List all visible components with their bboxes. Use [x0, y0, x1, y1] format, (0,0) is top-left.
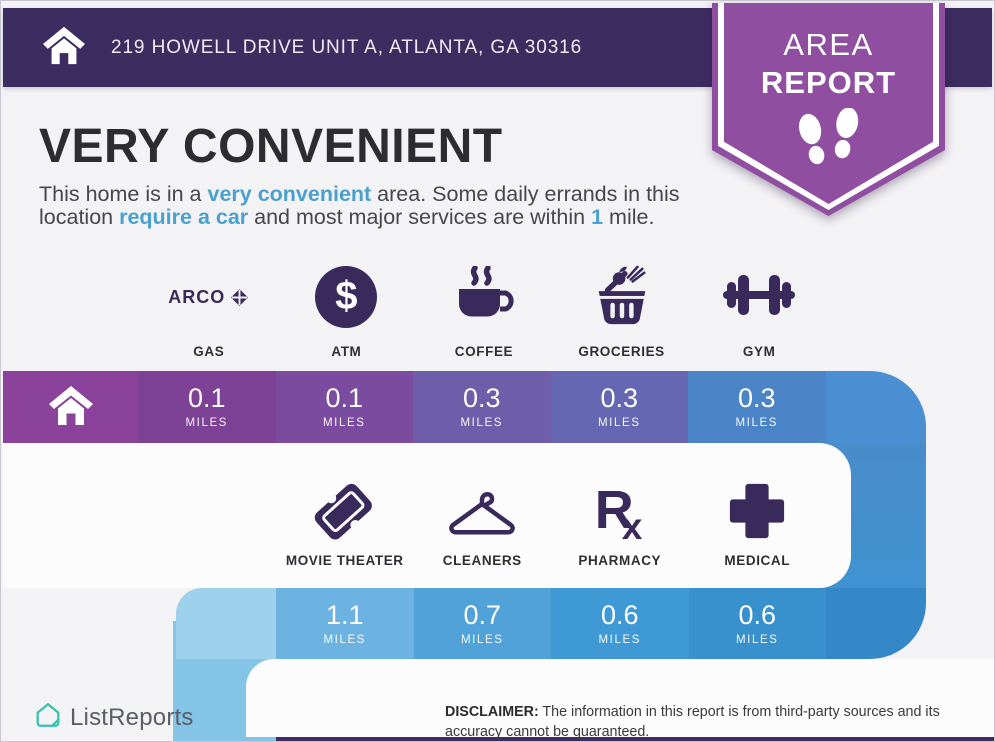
- medical-cross-icon: [727, 481, 787, 546]
- category-row-1: ARCO GAS $ ATM: [140, 257, 828, 359]
- hanger-icon: [447, 486, 517, 541]
- summary-highlight: require a car: [119, 205, 249, 229]
- category-gas: ARCO GAS: [140, 257, 278, 359]
- distance-value: 0.6: [738, 599, 777, 630]
- category-gym: GYM: [690, 257, 828, 359]
- inner-panel-middle: [3, 443, 851, 588]
- category-cleaners: CLEANERS: [414, 480, 552, 568]
- distance-unit: MILES: [597, 417, 641, 429]
- distance-cell-coffee: 0.3 MILES: [413, 371, 551, 443]
- distance-value: 0.3: [737, 383, 776, 413]
- ticket-icon: [310, 479, 379, 547]
- dumbbell-icon: [721, 272, 797, 323]
- category-atm: $ ATM: [278, 257, 416, 359]
- distance-band-1: 0.1 MILES 0.1 MILES 0.3 MILES 0.3 MILES …: [3, 371, 926, 443]
- category-coffee: COFFEE: [415, 257, 553, 359]
- distance-cell-gym: 0.3 MILES: [688, 371, 826, 443]
- grocery-basket-icon: [591, 264, 653, 331]
- arco-gas-icon: ARCO: [168, 287, 249, 308]
- category-groceries: GROCERIES: [553, 257, 691, 359]
- distance-cell-movie-theater: 1.1 MILES: [276, 588, 414, 659]
- category-label: COFFEE: [454, 344, 514, 359]
- distance-value: 0.3: [462, 383, 501, 413]
- distance-unit: MILES: [735, 633, 779, 646]
- property-address: 219 HOWELL DRIVE UNIT A, ATLANTA, GA 303…: [111, 36, 583, 58]
- coffee-cup-icon: [452, 264, 516, 329]
- category-label: MEDICAL: [724, 553, 791, 568]
- category-label: CLEANERS: [442, 553, 522, 568]
- category-label: MOVIE THEATER: [285, 553, 404, 568]
- summary-seg: mile.: [603, 205, 655, 229]
- category-label: GAS: [193, 344, 225, 359]
- area-report-badge: AREA REPORT: [712, 3, 945, 216]
- rx-icon: R x: [589, 480, 651, 547]
- distance-unit: MILES: [598, 633, 641, 646]
- distance-unit: MILES: [460, 417, 503, 429]
- category-label: GYM: [742, 344, 776, 359]
- category-movie-theater: MOVIE THEATER: [276, 480, 414, 568]
- category-label: ATM: [331, 344, 362, 359]
- summary-highlight: very convenient: [207, 182, 372, 206]
- summary-seg: location: [39, 205, 120, 229]
- distance-unit: MILES: [185, 417, 228, 429]
- category-row-2: MOVIE THEATER CLEANERS R x PHARMACY: [276, 480, 826, 568]
- distance-value: 0.3: [600, 383, 639, 413]
- summary-text: This home is in a very convenient area. …: [39, 183, 729, 229]
- rx-letter-x: x: [621, 506, 643, 547]
- disclaimer: DISCLAIMER: The information in this repo…: [445, 703, 994, 741]
- distance-unit: MILES: [322, 417, 366, 429]
- distance-band-2: 1.1 MILES 0.7 MILES 0.6 MILES 0.6 MILES: [176, 588, 926, 659]
- home-icon: [47, 383, 95, 432]
- listreports-wordmark: ListReports: [70, 703, 194, 731]
- distance-cell-atm: 0.1 MILES: [275, 371, 413, 443]
- distance-unit: MILES: [460, 633, 504, 646]
- band-home-cell: [3, 371, 138, 443]
- distance-unit: MILES: [735, 417, 778, 429]
- band2-lead-segment: [176, 588, 276, 659]
- disclaimer-label: DISCLAIMER:: [445, 704, 539, 720]
- distance-cell-gas: 0.1 MILES: [138, 371, 276, 443]
- summary-seg: area. Some daily errands in this: [371, 182, 680, 206]
- summary-seg: and most major services are within: [248, 205, 592, 229]
- badge-line2: REPORT: [760, 65, 897, 100]
- category-medical: MEDICAL: [689, 480, 827, 568]
- distance-cell-cleaners: 0.7 MILES: [413, 588, 551, 659]
- category-label: GROCERIES: [578, 344, 665, 359]
- category-label: PHARMACY: [578, 553, 662, 568]
- listreports-logo: ListReports: [33, 700, 194, 735]
- distance-cell-pharmacy: 0.6 MILES: [551, 588, 689, 659]
- page-title: VERY CONVENIENT: [39, 120, 503, 173]
- distance-value: 0.1: [187, 383, 226, 413]
- summary-highlight: 1: [591, 205, 604, 229]
- footprints-icon: [792, 107, 866, 172]
- band2-corner-segment: [826, 588, 926, 659]
- band1-corner-segment: [825, 371, 926, 443]
- bottom-accent-bar: [246, 737, 994, 741]
- rx-letter-r: R: [594, 480, 634, 540]
- category-pharmacy: R x PHARMACY: [551, 480, 689, 568]
- atm-dollar-icon: $: [315, 266, 378, 328]
- disclaimer-text: The information in this report is from t…: [445, 704, 940, 740]
- distance-value: 0.6: [600, 599, 639, 630]
- dollar-symbol: $: [335, 273, 358, 318]
- arco-brand-text: ARCO: [168, 286, 226, 307]
- badge-line1: AREA: [783, 27, 874, 62]
- distance-cell-groceries: 0.3 MILES: [550, 371, 688, 443]
- inner-panel-bottom: [246, 659, 994, 737]
- distance-cell-medical: 0.6 MILES: [688, 588, 826, 659]
- distance-unit: MILES: [323, 633, 366, 646]
- home-icon: [41, 24, 87, 71]
- distance-value: 0.7: [463, 599, 502, 630]
- summary-seg: This home is in a: [39, 182, 208, 206]
- distance-value: 0.1: [325, 383, 364, 413]
- distance-value: 1.1: [325, 599, 364, 630]
- listreports-house-icon: [33, 700, 63, 735]
